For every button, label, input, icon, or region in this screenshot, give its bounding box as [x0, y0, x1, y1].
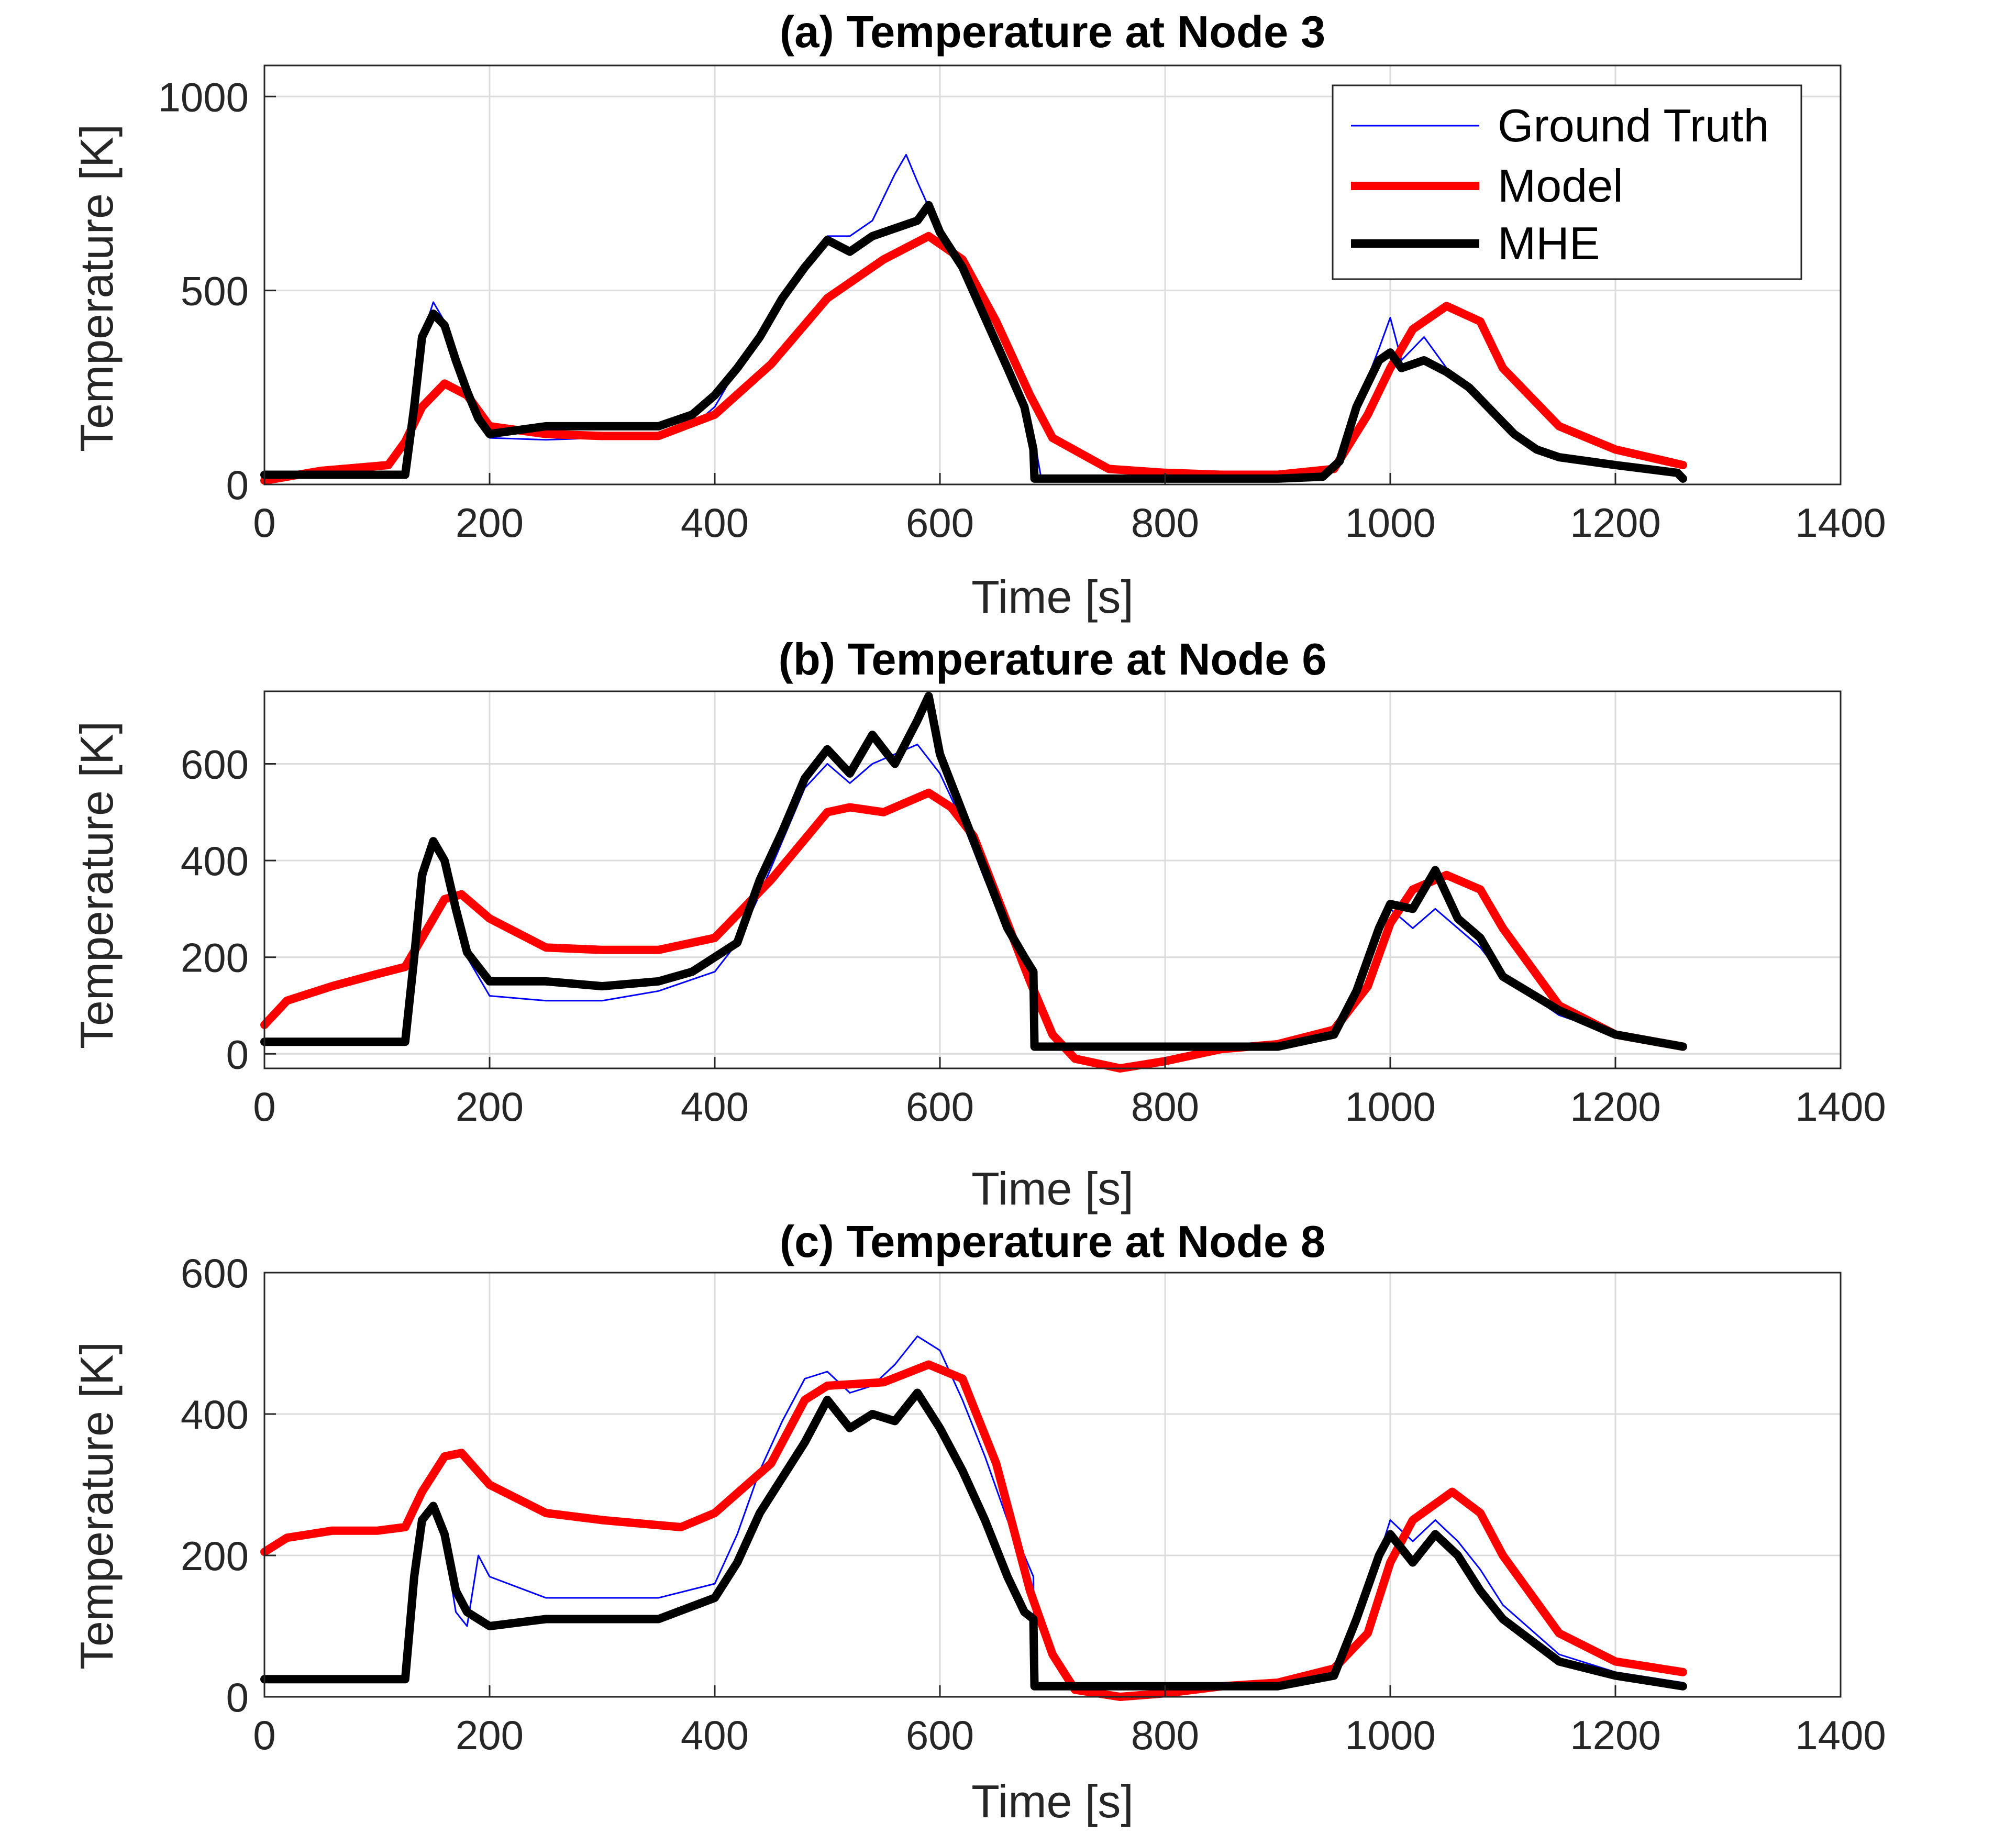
- x-tick-label: 200: [456, 1712, 524, 1758]
- x-tick-label: 400: [681, 500, 749, 546]
- y-tick-label: 200: [181, 1533, 249, 1579]
- y-tick-label: 600: [181, 1250, 249, 1296]
- x-tick-label: 800: [1131, 500, 1199, 546]
- x-tick-labels: 0 200 400 600 800 1000 1200 1400: [253, 1084, 1886, 1130]
- y-axis-label: Temperature [K]: [71, 1342, 123, 1670]
- x-tick-label: 200: [456, 500, 524, 546]
- x-tick-label: 400: [681, 1084, 749, 1130]
- axes-box: [263, 1272, 1842, 1698]
- y-axis-label: Temperature [K]: [71, 124, 123, 452]
- x-tick-label: 0: [253, 1084, 275, 1130]
- series-layer: [260, 1335, 1687, 1701]
- x-axis-label: Time [s]: [971, 571, 1134, 623]
- x-tick-label: 1200: [1570, 1712, 1661, 1758]
- y-tick-label: 0: [226, 1031, 249, 1077]
- legend: Ground Truth Model MHE: [1332, 84, 1802, 280]
- x-tick-label: 1400: [1795, 1712, 1886, 1758]
- x-tick-label: 600: [906, 500, 974, 546]
- x-tick-label: 1200: [1570, 500, 1661, 546]
- y-tick-labels: 0 200 400 600: [181, 741, 249, 1077]
- series-layer: [260, 692, 1687, 1073]
- series-line-model: [260, 231, 1687, 485]
- x-tick-label: 0: [253, 500, 275, 546]
- x-tick-label: 1000: [1345, 1084, 1436, 1130]
- axes-box: [263, 64, 1842, 485]
- chart-title: (c) Temperature at Node 8: [780, 1217, 1325, 1267]
- chart-title: (a) Temperature at Node 3: [780, 7, 1325, 57]
- series-layer: [260, 153, 1687, 485]
- x-tick-label: 1400: [1795, 500, 1886, 546]
- y-tick-label: 400: [181, 1392, 249, 1438]
- legend-entry-mhe: MHE: [1351, 217, 1600, 269]
- y-tick-label: 0: [226, 462, 249, 508]
- axes: [263, 1272, 1842, 1698]
- x-tick-label: 400: [681, 1712, 749, 1758]
- y-tick-label: 400: [181, 838, 249, 884]
- y-tick-label: 600: [181, 741, 249, 787]
- legend-label-ground-truth: Ground Truth: [1498, 100, 1769, 151]
- series-line-ground-truth: [263, 1335, 1684, 1687]
- axes-box: [263, 690, 1842, 1069]
- panel-node-8: (c) Temperature at Node 8 0 200 400 600 800 1…: [71, 1217, 1886, 1827]
- x-tick-labels: 0 200 400 600 800 1000 1200 1400: [253, 1712, 1886, 1758]
- legend-label-mhe: MHE: [1498, 217, 1600, 269]
- x-tick-label: 0: [253, 1712, 275, 1758]
- x-axis-label: Time [s]: [971, 1163, 1134, 1214]
- y-tick-labels: 0 200 400 600: [181, 1250, 249, 1720]
- legend-label-model: Model: [1498, 160, 1623, 212]
- legend-entry-ground-truth: Ground Truth: [1351, 100, 1769, 151]
- x-tick-label: 1400: [1795, 1084, 1886, 1130]
- x-tick-label: 1000: [1345, 500, 1436, 546]
- x-tick-label: 600: [906, 1084, 974, 1130]
- y-tick-label: 500: [181, 268, 249, 314]
- x-tick-label: 1200: [1570, 1084, 1661, 1130]
- series-line-model: [260, 1360, 1687, 1701]
- panel-node-3: (a) Temperature at Node 3 0 200 400 600 800 1…: [71, 7, 1886, 623]
- x-axis-label: Time [s]: [971, 1775, 1134, 1827]
- x-tick-label: 200: [456, 1084, 524, 1130]
- axes: [263, 690, 1842, 1069]
- series-line-mhe: [260, 692, 1687, 1051]
- series-line-mhe: [260, 201, 1687, 483]
- legend-entry-model: Model: [1351, 160, 1623, 212]
- y-axis-label: Temperature [K]: [71, 721, 123, 1049]
- y-tick-label: 0: [226, 1674, 249, 1720]
- y-tick-label: 200: [181, 935, 249, 981]
- series-line-mhe: [260, 1388, 1687, 1691]
- panel-node-6: (b) Temperature at Node 6 0 200 400 600 800 1…: [71, 635, 1886, 1214]
- x-tick-labels: 0 200 400 600 800 1000 1200 1400: [253, 500, 1886, 546]
- x-tick-label: 800: [1131, 1712, 1199, 1758]
- chart-title: (b) Temperature at Node 6: [779, 635, 1327, 684]
- y-tick-labels: 0 500 1000: [158, 74, 249, 508]
- axes: [263, 64, 1842, 485]
- x-tick-label: 1000: [1345, 1712, 1436, 1758]
- y-tick-label: 1000: [158, 74, 249, 120]
- x-tick-label: 800: [1131, 1084, 1199, 1130]
- x-tick-label: 600: [906, 1712, 974, 1758]
